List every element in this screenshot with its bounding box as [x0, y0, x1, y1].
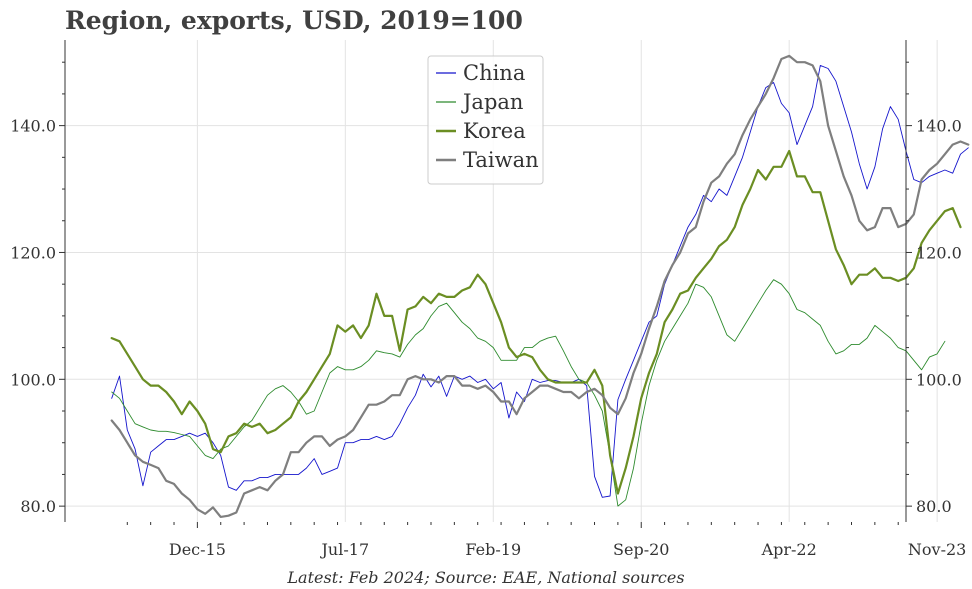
y-tick-label-left: 140.0	[10, 117, 56, 136]
y-tick-label-right: 140.0	[916, 117, 962, 136]
legend-label-china: China	[463, 61, 525, 85]
x-tick-label: Nov-23	[908, 540, 966, 559]
x-tick-label: Sep-20	[613, 540, 669, 559]
x-tick-label: Feb-19	[465, 540, 521, 559]
y-tick-label-left: 100.0	[10, 370, 56, 389]
y-tick-label-right: 80.0	[916, 497, 952, 516]
x-tick-label: Apr-22	[761, 540, 817, 559]
legend-label-japan: Japan	[461, 90, 523, 114]
y-tick-label-right: 120.0	[916, 243, 962, 262]
series-line-japan	[111, 279, 946, 507]
source-note: Latest: Feb 2024; Source: EAE, National …	[286, 568, 684, 587]
series-line-china	[111, 64, 969, 498]
x-tick-label: Dec-15	[169, 540, 226, 559]
series-line-taiwan	[110, 54, 970, 518]
y-tick-label-right: 100.0	[916, 370, 962, 389]
legend-label-taiwan: Taiwan	[463, 148, 539, 172]
legend: China Japan Korea Taiwan	[427, 55, 544, 185]
y-tick-label-left: 80.0	[20, 497, 56, 516]
axes: 80.0 80.0 100.0 100.0 120.0 120.0 140.0 140.0 De…	[10, 40, 966, 559]
y-tick-label-left: 120.0	[10, 243, 56, 262]
legend-label-korea: Korea	[463, 119, 526, 143]
chart-title: Region, exports, USD, 2019=100	[65, 6, 523, 35]
series-line-korea	[110, 149, 962, 495]
legend-box	[427, 55, 544, 185]
x-tick-label: Jul-17	[320, 540, 370, 559]
plot-area	[110, 54, 970, 518]
